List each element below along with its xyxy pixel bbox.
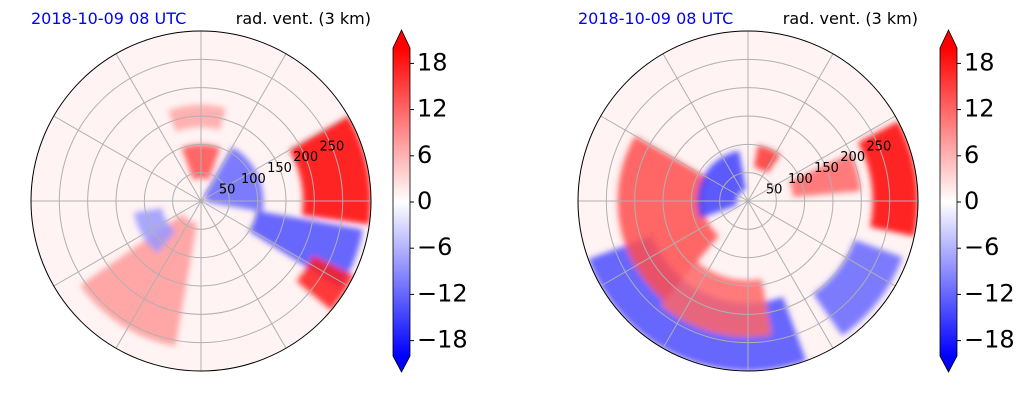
colorbar-right: 18 12 6 0 −6 −12 −18 <box>939 29 1015 373</box>
colorbar-tick-label: 0 <box>417 187 432 215</box>
radial-tick-label: 200 <box>293 150 318 165</box>
colorbar-tick-label: −12 <box>417 279 468 307</box>
radial-tick-label: 250 <box>866 139 891 154</box>
colorbar-left: 18 12 6 0 −6 −12 −18 <box>392 29 468 373</box>
polar-grid <box>578 31 918 371</box>
grid-spoke-240 <box>115 200 202 349</box>
radial-tick-label: 250 <box>319 139 344 154</box>
colorbar-tick-label: 6 <box>417 141 432 169</box>
grid-spoke-210 <box>600 200 749 287</box>
colorbar-tick-label: 18 <box>964 48 995 76</box>
grid-spoke-30 <box>747 115 896 202</box>
grid-spoke-120 <box>115 53 202 202</box>
panel-title-right: rad. vent. (3 km) <box>783 9 918 28</box>
grid-spoke-210 <box>53 200 202 287</box>
colorbar-ticks: 18 12 6 0 −6 −12 −18 <box>957 48 1015 354</box>
grid-spoke-150 <box>600 115 749 202</box>
colorbar-outline <box>392 29 411 373</box>
grid-spoke-30 <box>200 115 349 202</box>
colorbar-tick-label: −18 <box>964 326 1015 354</box>
polar-boundary <box>30 30 372 372</box>
colorbar-tick-label: −12 <box>964 279 1015 307</box>
grid-spoke-120 <box>662 53 749 202</box>
colorbar-tick-label: −18 <box>417 326 468 354</box>
panel-title-left: 2018-10-09 08 UTC <box>31 9 186 28</box>
grid-spoke-330 <box>747 200 896 287</box>
positive-anomaly-2 <box>617 135 719 301</box>
positive-anomaly-4 <box>753 145 781 174</box>
panel-title-left: 2018-10-09 08 UTC <box>578 9 733 28</box>
colorbar-tick-label: 18 <box>417 48 448 76</box>
colorbar-tick-label: 12 <box>417 95 448 123</box>
grid-spoke-330 <box>200 200 349 287</box>
grid-spoke-240 <box>662 200 749 349</box>
radial-tick-label: 50 <box>766 183 783 198</box>
grid-spoke-150 <box>53 115 202 202</box>
radial-tick-label: 50 <box>219 183 236 198</box>
colorbar-extend-bottom <box>393 356 410 372</box>
negative-anomaly-7 <box>134 207 176 254</box>
colorbar-tick-label: 0 <box>964 187 979 215</box>
polar-boundary <box>577 30 919 372</box>
polar-grid <box>31 31 371 371</box>
positive-anomaly-6 <box>168 104 226 132</box>
radial-tick-label: 100 <box>788 172 813 187</box>
radial-tick-label: 100 <box>241 172 266 187</box>
colorbar-body <box>393 48 410 356</box>
colorbar-tick-label: 6 <box>964 141 979 169</box>
positive-anomaly-7 <box>660 261 772 338</box>
negative-anomaly-5 <box>813 239 903 336</box>
radial-tick-label: 150 <box>814 161 839 176</box>
colorbar-tick-label: −6 <box>964 233 999 261</box>
colorbar-extend-top <box>940 30 957 48</box>
colorbar-extend-top <box>393 30 410 48</box>
negative-anomaly-3 <box>697 150 747 219</box>
radial-tick-label: 150 <box>267 161 292 176</box>
negative-anomaly-4 <box>203 147 264 212</box>
colorbar-body <box>940 48 957 356</box>
panel-title-right: rad. vent. (3 km) <box>236 9 371 28</box>
grid-spoke-60 <box>200 53 287 202</box>
colorbar-tick-label: −6 <box>417 233 452 261</box>
colorbar-ticks: 18 12 6 0 −6 −12 −18 <box>410 48 468 354</box>
radial-tick-label: 200 <box>840 150 865 165</box>
positive-anomaly-2 <box>296 255 354 311</box>
grid-spoke-300 <box>200 200 287 349</box>
colorbar-tick-label: 12 <box>964 95 995 123</box>
positive-anomaly-6 <box>789 153 861 198</box>
colorbar-outline <box>939 29 958 373</box>
colorbar-extend-bottom <box>940 356 957 372</box>
contour-field <box>588 121 918 371</box>
positive-anomaly-0 <box>289 116 371 225</box>
grid-spoke-300 <box>747 200 834 349</box>
grid-spoke-60 <box>747 53 834 202</box>
